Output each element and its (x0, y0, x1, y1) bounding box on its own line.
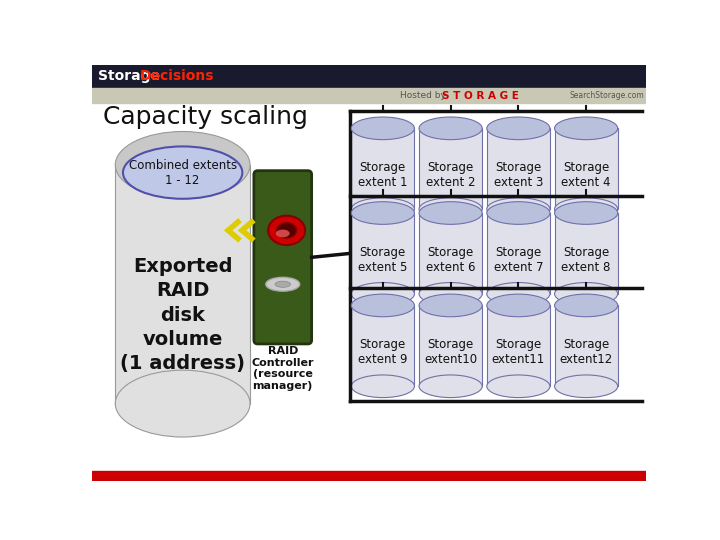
Text: Storage
extent 2: Storage extent 2 (426, 161, 475, 189)
Ellipse shape (554, 282, 618, 305)
Ellipse shape (276, 230, 289, 237)
Bar (554, 129, 618, 209)
Bar (487, 306, 550, 386)
Ellipse shape (554, 294, 618, 317)
Bar (487, 129, 550, 209)
Ellipse shape (351, 198, 415, 220)
Bar (554, 213, 618, 294)
Text: Storage
extent 8: Storage extent 8 (562, 246, 611, 274)
Text: S T O R A G E: S T O R A G E (442, 91, 519, 100)
Bar (419, 129, 482, 209)
Ellipse shape (351, 117, 415, 140)
Bar (92, 88, 647, 103)
Ellipse shape (487, 375, 550, 397)
Bar (92, 65, 647, 88)
Text: SearchStorage.com: SearchStorage.com (570, 91, 644, 100)
Ellipse shape (554, 202, 618, 224)
Text: Storage
extent11: Storage extent11 (492, 338, 545, 366)
Ellipse shape (276, 222, 297, 238)
Text: Storage
extent 3: Storage extent 3 (494, 161, 543, 189)
FancyBboxPatch shape (254, 171, 312, 344)
Bar (554, 306, 618, 386)
Text: Decisions: Decisions (140, 69, 214, 83)
Bar (419, 306, 482, 386)
Text: Exported
RAID
disk
volume
(1 address): Exported RAID disk volume (1 address) (120, 257, 245, 373)
Ellipse shape (554, 117, 618, 140)
Text: Storage
extent10: Storage extent10 (424, 338, 477, 366)
Ellipse shape (275, 281, 290, 287)
Text: Storage
extent 4: Storage extent 4 (562, 161, 611, 189)
Ellipse shape (554, 375, 618, 397)
Ellipse shape (419, 117, 482, 140)
Ellipse shape (487, 198, 550, 220)
Bar (115, 165, 250, 403)
Ellipse shape (419, 198, 482, 220)
Ellipse shape (351, 375, 415, 397)
Text: Storage
extent 5: Storage extent 5 (358, 246, 408, 274)
Ellipse shape (115, 131, 250, 198)
Text: Capacity scaling: Capacity scaling (102, 105, 307, 129)
Ellipse shape (115, 370, 250, 437)
Ellipse shape (268, 215, 305, 245)
Text: RAID
Controller
(resource
manager): RAID Controller (resource manager) (251, 346, 314, 391)
Bar (351, 129, 415, 209)
Text: Combined extents
1 - 12: Combined extents 1 - 12 (129, 159, 237, 187)
Text: Storage
extent12: Storage extent12 (559, 338, 613, 366)
Bar (351, 213, 415, 294)
Bar (92, 103, 647, 471)
Text: Storage
extent 9: Storage extent 9 (358, 338, 408, 366)
Text: Storage
extent 7: Storage extent 7 (494, 246, 543, 274)
Bar (419, 213, 482, 294)
Bar (351, 306, 415, 386)
Text: Storage
extent 1: Storage extent 1 (358, 161, 408, 189)
Ellipse shape (487, 282, 550, 305)
Ellipse shape (419, 294, 482, 317)
Text: Storage
extent 6: Storage extent 6 (426, 246, 475, 274)
Ellipse shape (266, 278, 300, 291)
Ellipse shape (487, 202, 550, 224)
Ellipse shape (419, 375, 482, 397)
Ellipse shape (419, 282, 482, 305)
Ellipse shape (351, 202, 415, 224)
Ellipse shape (487, 117, 550, 140)
Ellipse shape (419, 202, 482, 224)
Ellipse shape (351, 294, 415, 317)
Ellipse shape (554, 198, 618, 220)
Bar (487, 213, 550, 294)
Text: Hosted by: Hosted by (400, 91, 446, 100)
Bar (92, 471, 647, 481)
Ellipse shape (351, 282, 415, 305)
Ellipse shape (487, 294, 550, 317)
Ellipse shape (123, 146, 243, 199)
Text: Storage: Storage (98, 69, 160, 83)
